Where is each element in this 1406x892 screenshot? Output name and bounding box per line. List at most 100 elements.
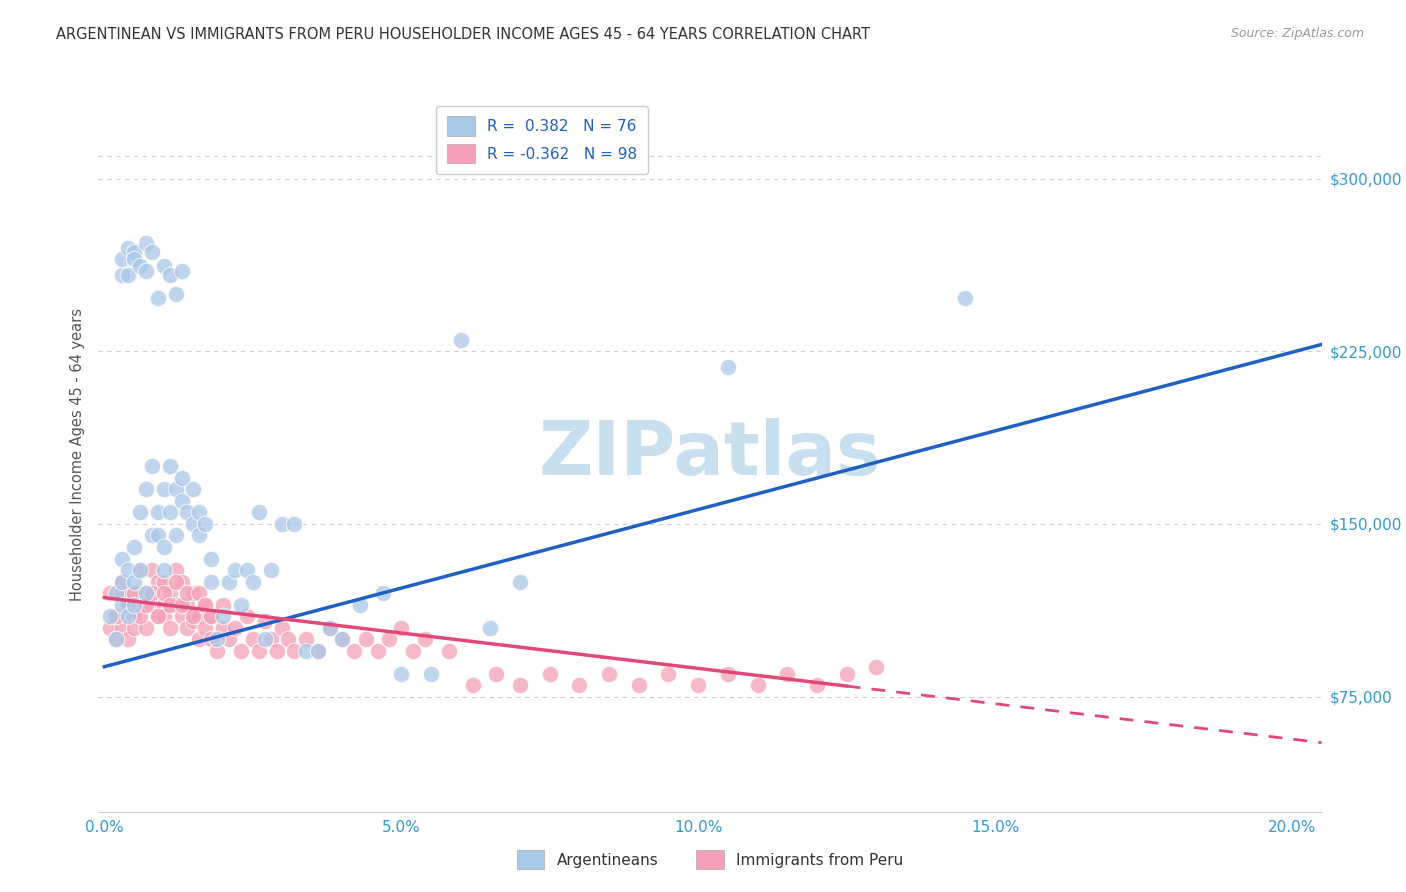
Point [122,540,145,554]
Point [176,586,198,600]
Point [117,268,139,283]
Point [146,292,169,306]
Point [247,643,270,657]
Point [229,598,252,612]
Point [165,574,187,589]
Point [253,614,276,628]
Point [835,666,858,681]
Point [747,678,769,692]
Point [135,621,157,635]
Point [319,621,342,635]
Point [205,632,228,646]
Point [117,563,139,577]
Point [188,586,211,600]
Point [141,459,163,474]
Point [122,574,145,589]
Point [688,678,710,692]
Point [373,586,395,600]
Point [159,598,181,612]
Point [111,586,134,600]
Point [200,609,222,624]
Point [135,236,157,251]
Point [283,516,305,531]
Point [955,292,977,306]
Point [229,643,252,657]
Legend: Argentineans, Immigrants from Peru: Argentineans, Immigrants from Peru [510,844,910,875]
Point [117,609,139,624]
Point [194,516,217,531]
Point [170,494,193,508]
Text: ZIPatlas: ZIPatlas [538,418,882,491]
Point [117,632,139,646]
Point [330,632,353,646]
Point [420,666,443,681]
Point [865,659,887,673]
Point [277,632,299,646]
Point [319,621,342,635]
Point [200,551,222,566]
Point [183,614,205,628]
Point [307,643,329,657]
Point [538,666,561,681]
Point [236,563,259,577]
Point [330,632,353,646]
Point [509,678,531,692]
Point [135,598,157,612]
Point [129,598,152,612]
Point [224,563,246,577]
Point [159,621,181,635]
Point [135,586,157,600]
Point [509,574,531,589]
Point [170,609,193,624]
Point [129,609,152,624]
Point [657,666,679,681]
Point [111,586,134,600]
Point [129,259,152,273]
Point [627,678,650,692]
Point [122,586,145,600]
Point [152,483,174,497]
Point [253,632,276,646]
Point [117,598,139,612]
Point [271,516,294,531]
Point [141,528,163,542]
Point [218,574,240,589]
Point [205,643,228,657]
Point [98,586,121,600]
Point [152,563,174,577]
Point [188,609,211,624]
Point [105,632,128,646]
Point [224,621,246,635]
Point [389,666,412,681]
Point [165,286,187,301]
Point [122,598,145,612]
Point [159,586,181,600]
Point [105,609,128,624]
Point [259,632,281,646]
Point [122,245,145,260]
Point [183,609,205,624]
Point [378,632,401,646]
Point [141,245,163,260]
Point [111,551,134,566]
Point [266,643,288,657]
Point [111,598,134,612]
Point [122,609,145,624]
Point [146,609,169,624]
Point [568,678,591,692]
Point [212,621,235,635]
Point [479,621,502,635]
Y-axis label: Householder Income Ages 45 - 64 years: Householder Income Ages 45 - 64 years [69,309,84,601]
Point [354,632,377,646]
Point [105,632,128,646]
Point [170,471,193,485]
Point [159,459,181,474]
Point [146,506,169,520]
Point [200,632,222,646]
Point [170,598,193,612]
Point [141,563,163,577]
Point [159,268,181,283]
Point [242,632,264,646]
Point [212,609,235,624]
Point [152,609,174,624]
